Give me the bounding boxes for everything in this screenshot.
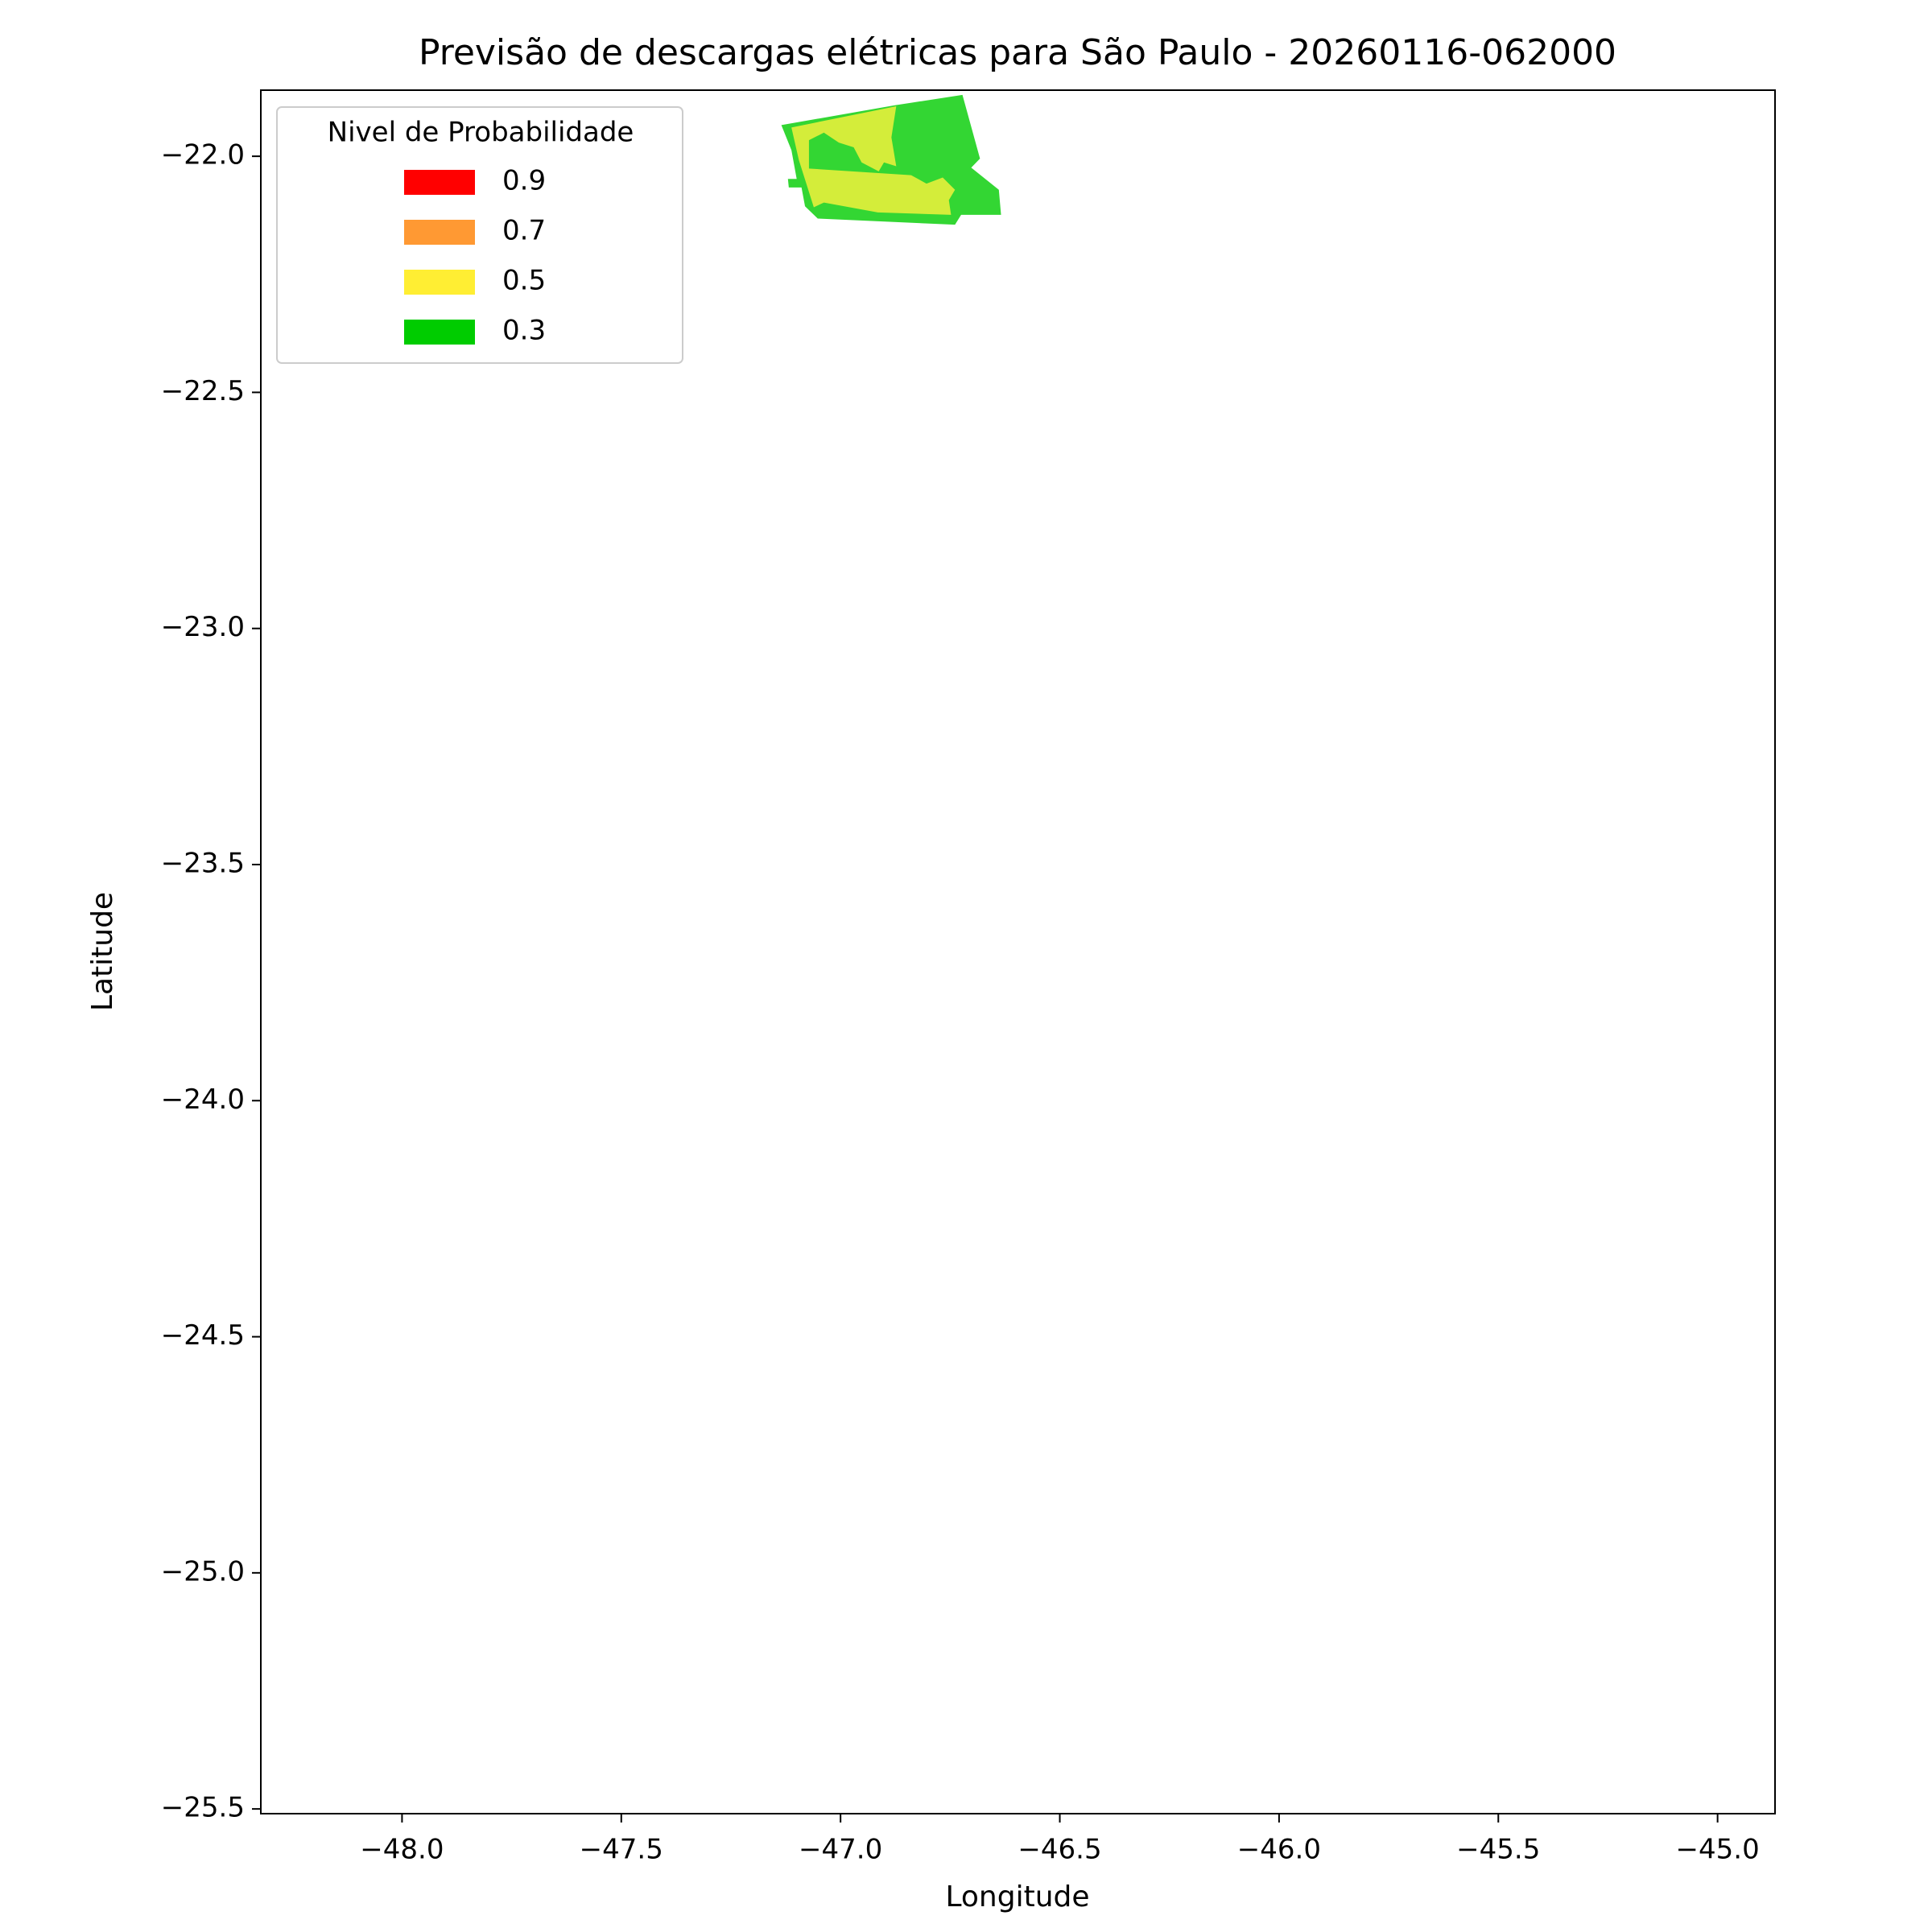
legend-box (276, 106, 683, 364)
legend-swatch (404, 170, 475, 195)
x-tick-label: −45.0 (1676, 1834, 1760, 1866)
region (791, 105, 956, 215)
y-tick-label: −22.5 (161, 375, 245, 407)
legend-swatch (404, 220, 475, 245)
legend-label: 0.3 (502, 315, 546, 347)
y-tick-label: −24.0 (161, 1084, 245, 1116)
y-tick-label: −23.0 (161, 611, 245, 643)
y-tick-label: −24.5 (161, 1319, 245, 1352)
legend-label: 0.9 (502, 165, 546, 197)
y-tick-label: −25.0 (161, 1555, 245, 1587)
x-tick-label: −45.5 (1456, 1834, 1540, 1866)
x-tick-label: −48.0 (360, 1834, 444, 1866)
legend-label: 0.7 (502, 215, 546, 247)
x-axis-label: Longitude (945, 1880, 1089, 1913)
legend-swatch (404, 320, 475, 345)
x-tick-label: −46.5 (1018, 1834, 1101, 1866)
x-tick-label: −46.0 (1237, 1834, 1321, 1866)
y-tick-label: −22.0 (161, 139, 245, 171)
chart-title: Previsão de descargas elétricas para São… (419, 32, 1616, 73)
y-tick-label: −25.5 (161, 1792, 245, 1824)
y-axis-label: Latitude (86, 892, 119, 1011)
x-tick-label: −47.0 (799, 1834, 882, 1866)
legend-label: 0.5 (502, 265, 546, 297)
legend-title: Nivel de Probabilidade (328, 117, 634, 149)
y-tick-label: −23.5 (161, 847, 245, 879)
legend-swatch (404, 270, 475, 295)
x-tick-label: −47.5 (580, 1834, 663, 1866)
plot-frame (260, 89, 1776, 1814)
